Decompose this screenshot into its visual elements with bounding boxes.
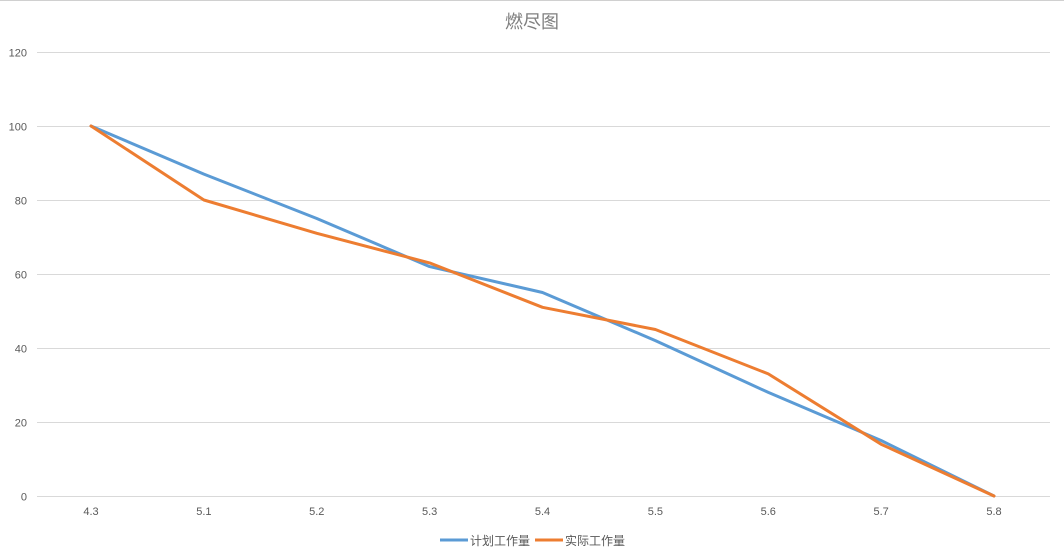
series-line-actual xyxy=(89,124,996,498)
y-tick-label: 0 xyxy=(21,492,27,504)
x-tick-label: 5.7 xyxy=(873,506,888,518)
x-tick-label: 5.4 xyxy=(535,506,550,518)
x-tick-label: 4.3 xyxy=(83,506,98,518)
x-tick-label: 5.1 xyxy=(196,506,211,518)
legend-label-planned: 计划工作量 xyxy=(470,534,530,548)
y-tick-label: 20 xyxy=(15,418,27,430)
y-tick-label: 40 xyxy=(15,344,27,356)
y-tick-label: 60 xyxy=(15,270,27,282)
y-axis-tick-labels: 0 20 40 60 80 100 120 xyxy=(9,48,27,504)
y-tick-label: 80 xyxy=(15,196,27,208)
x-axis-tick-labels: 4.3 5.1 5.2 5.3 5.4 5.5 5.6 5.7 5.8 xyxy=(83,506,1001,518)
legend: 计划工作量 实际工作量 xyxy=(440,533,625,548)
x-tick-label: 5.3 xyxy=(422,506,437,518)
legend-label-actual: 实际工作量 xyxy=(565,533,625,548)
x-tick-label: 5.5 xyxy=(648,506,663,518)
chart-title: 燃尽图 xyxy=(505,12,559,33)
x-tick-label: 5.2 xyxy=(309,506,324,518)
x-tick-label: 5.6 xyxy=(761,506,776,518)
y-tick-label: 100 xyxy=(9,122,27,134)
x-tick-label: 5.8 xyxy=(986,506,1001,518)
series-line-planned xyxy=(89,124,996,498)
y-tick-label: 120 xyxy=(9,48,27,60)
series-lines xyxy=(89,124,996,498)
